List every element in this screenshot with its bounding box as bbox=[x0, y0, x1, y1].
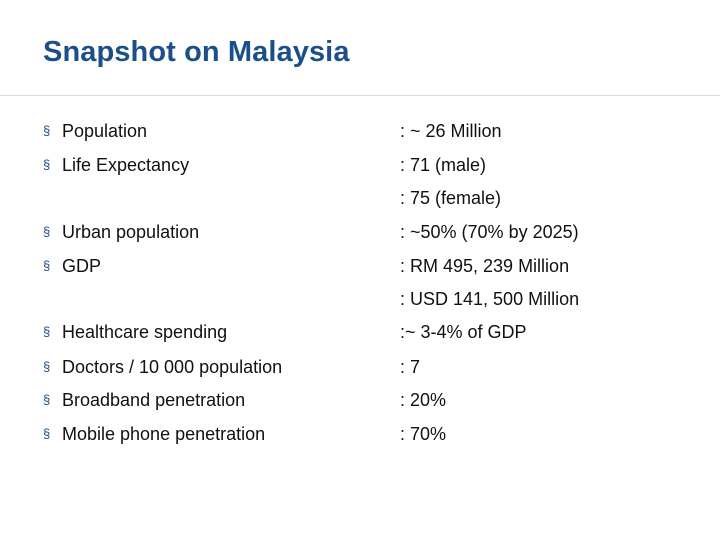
fact-row-healthcare-spending: § Healthcare spending :~ 3-4% of GDP bbox=[0, 320, 720, 344]
fact-label: Broadband penetration bbox=[62, 390, 246, 410]
fact-label: Urban population bbox=[62, 222, 200, 242]
bullet-icon: § bbox=[43, 426, 51, 441]
fact-row-gdp: § GDP : RM 495, 239 Million bbox=[0, 254, 720, 278]
bullet-icon: § bbox=[43, 258, 51, 273]
fact-label: GDP bbox=[62, 256, 102, 276]
title-divider bbox=[0, 95, 720, 96]
bullet-icon: § bbox=[43, 392, 51, 407]
fact-value: : 75 (female) bbox=[400, 188, 502, 208]
fact-value: : USD 141, 500 Million bbox=[400, 289, 580, 309]
bullet-icon: § bbox=[43, 359, 51, 374]
bullet-icon: § bbox=[43, 224, 51, 239]
bullet-icon: § bbox=[43, 123, 51, 138]
fact-row-urban-population: § Urban population : ~50% (70% by 2025) bbox=[0, 220, 720, 244]
fact-value: : 7 bbox=[400, 357, 421, 377]
fact-label: Mobile phone penetration bbox=[62, 424, 266, 444]
fact-value: : RM 495, 239 Million bbox=[400, 256, 570, 276]
fact-row-life-expectancy: § Life Expectancy : 71 (male) bbox=[0, 153, 720, 177]
fact-label: Life Expectancy bbox=[62, 155, 190, 175]
fact-value: : 70% bbox=[400, 424, 447, 444]
fact-label: Healthcare spending bbox=[62, 322, 228, 342]
fact-value: : 71 (male) bbox=[400, 155, 487, 175]
fact-label: Population bbox=[62, 121, 148, 141]
bullet-icon: § bbox=[43, 324, 51, 339]
fact-row-mobile-phone: § Mobile phone penetration : 70% bbox=[0, 422, 720, 446]
fact-row-population: § Population : ~ 26 Million bbox=[0, 119, 720, 143]
fact-value: : ~ 26 Million bbox=[400, 121, 502, 141]
fact-row-life-expectancy-female: : 75 (female) bbox=[0, 186, 720, 210]
fact-row-broadband: § Broadband penetration : 20% bbox=[0, 388, 720, 412]
fact-value: :~ 3-4% of GDP bbox=[400, 322, 527, 342]
slide-title: Snapshot on Malaysia bbox=[43, 36, 350, 68]
fact-row-doctors: § Doctors / 10 000 population : 7 bbox=[0, 355, 720, 379]
bullet-icon: § bbox=[43, 157, 51, 172]
fact-label: Doctors / 10 000 population bbox=[62, 357, 283, 377]
fact-value: : 20% bbox=[400, 390, 447, 410]
fact-value: : ~50% (70% by 2025) bbox=[400, 222, 579, 242]
fact-row-gdp-usd: : USD 141, 500 Million bbox=[0, 287, 720, 311]
